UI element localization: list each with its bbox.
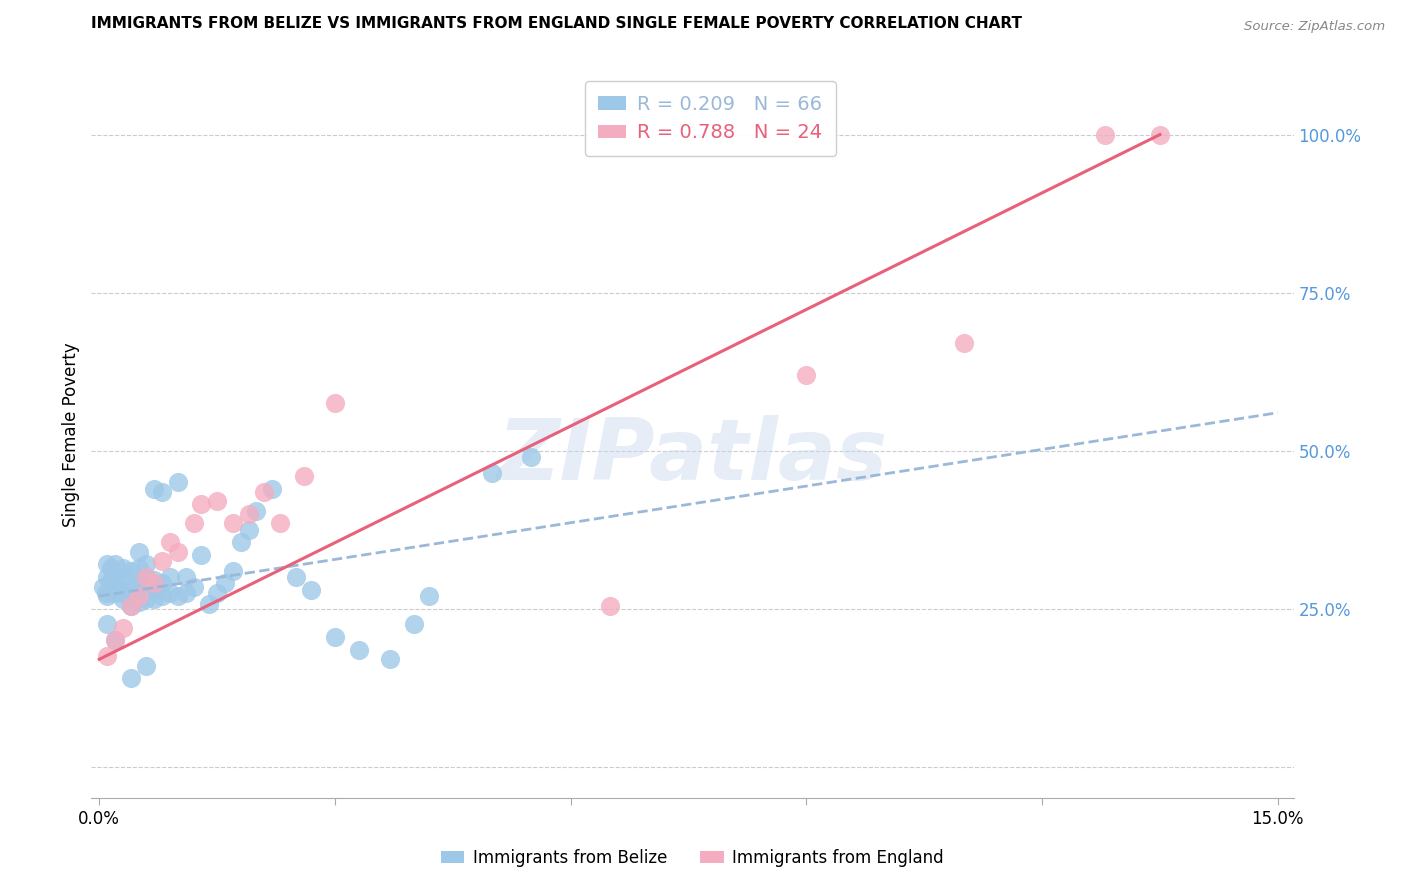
Point xyxy=(120,589,142,603)
Point xyxy=(150,576,173,591)
Point xyxy=(143,582,166,597)
Point xyxy=(96,589,118,603)
Point xyxy=(128,586,150,600)
Point xyxy=(128,545,150,559)
Point xyxy=(111,582,134,597)
Point xyxy=(150,554,173,568)
Point xyxy=(111,592,134,607)
Point xyxy=(135,582,157,597)
Point xyxy=(91,580,114,594)
Point xyxy=(104,586,127,600)
Point xyxy=(159,570,181,584)
Point xyxy=(120,599,142,613)
Point xyxy=(166,475,188,490)
Point xyxy=(128,560,150,574)
Legend: Immigrants from Belize, Immigrants from England: Immigrants from Belize, Immigrants from … xyxy=(434,842,950,873)
Text: ZIPatlas: ZIPatlas xyxy=(498,415,887,498)
Point xyxy=(205,586,228,600)
Point xyxy=(104,633,127,648)
Point xyxy=(292,469,315,483)
Point xyxy=(418,589,440,603)
Point xyxy=(120,671,142,685)
Point xyxy=(402,617,425,632)
Point xyxy=(120,564,142,578)
Point xyxy=(128,595,150,609)
Point xyxy=(262,482,284,496)
Point xyxy=(128,574,150,588)
Point xyxy=(96,558,118,572)
Point xyxy=(378,652,401,666)
Point xyxy=(222,564,245,578)
Point xyxy=(229,535,252,549)
Point xyxy=(190,548,212,562)
Point xyxy=(796,368,818,382)
Point xyxy=(238,523,260,537)
Point xyxy=(96,649,118,664)
Point xyxy=(222,516,245,531)
Point xyxy=(205,494,228,508)
Point xyxy=(143,482,166,496)
Point xyxy=(135,558,157,572)
Point xyxy=(323,630,346,644)
Point xyxy=(135,592,157,607)
Point xyxy=(190,497,212,511)
Point xyxy=(166,589,188,603)
Point xyxy=(135,570,157,584)
Point xyxy=(108,580,131,594)
Point xyxy=(198,597,221,611)
Point xyxy=(245,504,267,518)
Point xyxy=(238,507,260,521)
Text: Source: ZipAtlas.com: Source: ZipAtlas.com xyxy=(1244,20,1385,33)
Point xyxy=(174,586,197,600)
Point xyxy=(150,484,173,499)
Point xyxy=(104,633,127,648)
Point xyxy=(159,535,181,549)
Point xyxy=(104,558,127,572)
Point xyxy=(214,576,236,591)
Point xyxy=(520,450,543,464)
Point xyxy=(94,586,117,600)
Point xyxy=(124,592,146,607)
Point xyxy=(183,516,205,531)
Point xyxy=(143,574,166,588)
Point xyxy=(269,516,291,531)
Point xyxy=(159,586,181,600)
Point xyxy=(115,589,138,603)
Point xyxy=(481,466,503,480)
Point xyxy=(323,396,346,410)
Point xyxy=(120,599,142,613)
Point xyxy=(96,570,118,584)
Point xyxy=(1149,128,1171,142)
Point xyxy=(100,560,122,574)
Point xyxy=(952,336,974,351)
Point xyxy=(111,570,134,584)
Point xyxy=(599,599,621,613)
Point xyxy=(1094,128,1116,142)
Point xyxy=(96,617,118,632)
Point xyxy=(111,560,134,574)
Text: IMMIGRANTS FROM BELIZE VS IMMIGRANTS FROM ENGLAND SINGLE FEMALE POVERTY CORRELAT: IMMIGRANTS FROM BELIZE VS IMMIGRANTS FRO… xyxy=(91,16,1022,31)
Point xyxy=(143,576,166,591)
Point xyxy=(135,570,157,584)
Point xyxy=(150,589,173,603)
Point xyxy=(100,574,122,588)
Point xyxy=(174,570,197,584)
Point xyxy=(120,580,142,594)
Point xyxy=(299,582,322,597)
Point xyxy=(284,570,307,584)
Point xyxy=(253,484,276,499)
Y-axis label: Single Female Poverty: Single Female Poverty xyxy=(62,343,80,527)
Point xyxy=(111,621,134,635)
Point xyxy=(143,592,166,607)
Point xyxy=(135,658,157,673)
Point xyxy=(128,589,150,603)
Point xyxy=(166,545,188,559)
Point xyxy=(347,642,370,657)
Point xyxy=(183,580,205,594)
Point xyxy=(104,574,127,588)
